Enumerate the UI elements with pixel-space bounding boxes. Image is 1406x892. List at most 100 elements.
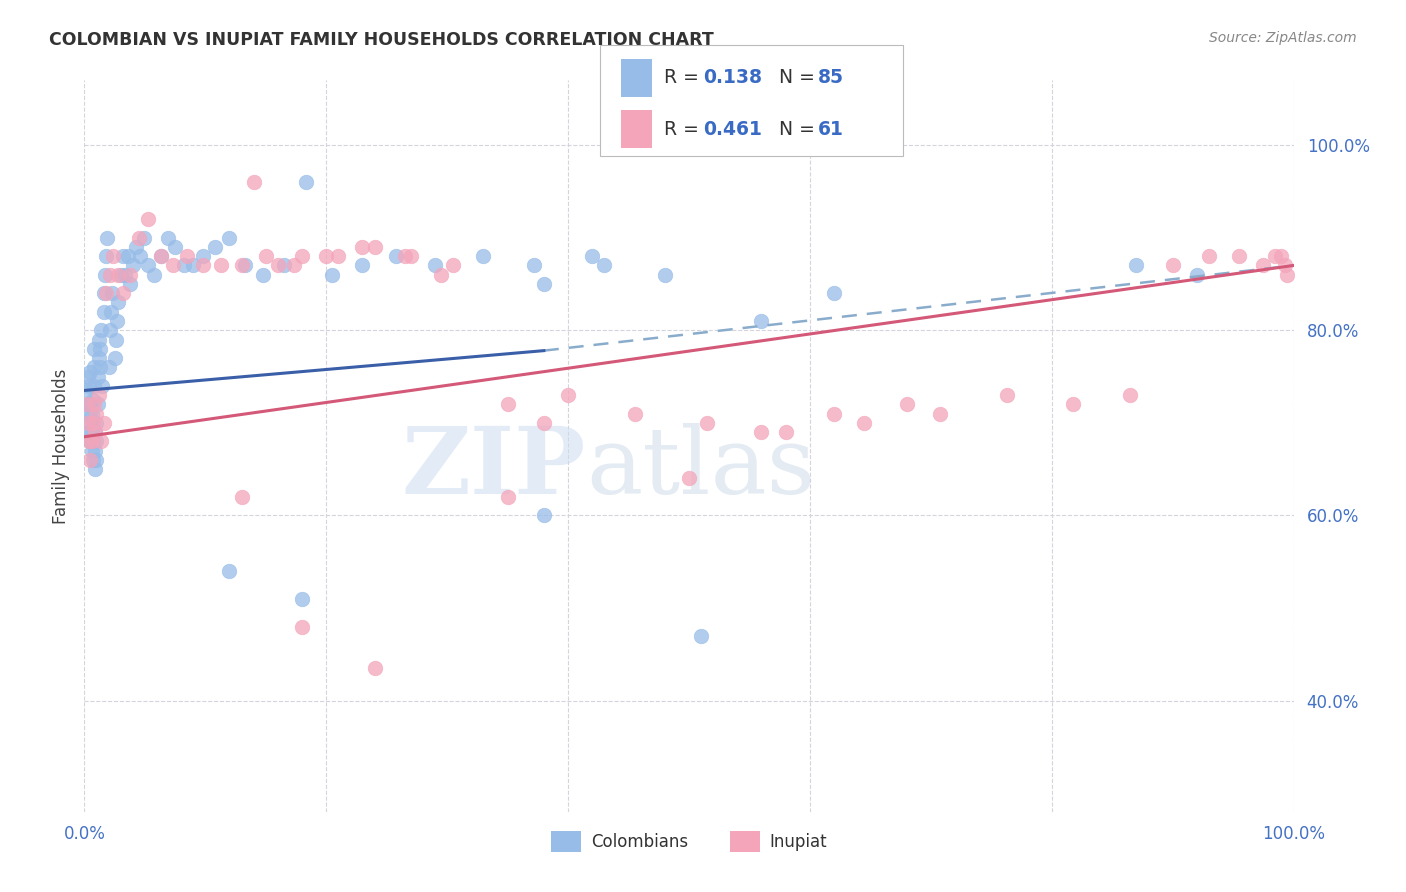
Text: R =: R = bbox=[664, 120, 704, 138]
Point bbox=[394, 249, 416, 263]
Point bbox=[690, 629, 713, 643]
Point bbox=[352, 240, 374, 254]
Point bbox=[1062, 397, 1084, 411]
Point bbox=[1198, 249, 1220, 263]
Point bbox=[352, 259, 374, 273]
Point bbox=[593, 259, 616, 273]
Text: N =: N = bbox=[779, 69, 821, 87]
Point bbox=[441, 259, 464, 273]
Point bbox=[101, 286, 124, 301]
Point bbox=[191, 249, 214, 263]
Point bbox=[138, 259, 160, 273]
Point bbox=[107, 295, 129, 310]
Point bbox=[143, 268, 166, 282]
Point bbox=[523, 259, 546, 273]
Y-axis label: Family Households: Family Households bbox=[52, 368, 70, 524]
Point bbox=[77, 434, 100, 449]
Point bbox=[162, 259, 184, 273]
Point bbox=[89, 360, 111, 375]
Point bbox=[363, 661, 385, 675]
Point bbox=[80, 443, 103, 458]
Point bbox=[84, 425, 107, 439]
Point bbox=[557, 388, 579, 402]
Point bbox=[112, 249, 135, 263]
Point bbox=[94, 268, 117, 282]
Point bbox=[79, 365, 101, 379]
Point bbox=[191, 259, 214, 273]
Point bbox=[173, 259, 195, 273]
Point bbox=[823, 286, 845, 301]
Point bbox=[165, 240, 187, 254]
Point bbox=[315, 249, 337, 263]
Point bbox=[496, 397, 519, 411]
Point bbox=[98, 268, 121, 282]
Point bbox=[83, 342, 105, 356]
Point bbox=[291, 591, 314, 606]
Point bbox=[80, 425, 103, 439]
Point bbox=[86, 407, 108, 421]
Point bbox=[430, 268, 453, 282]
Point bbox=[90, 323, 112, 337]
Point bbox=[1264, 249, 1286, 263]
Point bbox=[129, 249, 152, 263]
Point bbox=[138, 212, 160, 227]
Point bbox=[156, 230, 179, 244]
Point bbox=[1277, 268, 1299, 282]
Point bbox=[77, 416, 100, 430]
Point bbox=[121, 259, 143, 273]
Point bbox=[823, 407, 845, 421]
Point bbox=[283, 259, 305, 273]
Point bbox=[267, 259, 290, 273]
Legend: Colombians, Inupiat: Colombians, Inupiat bbox=[544, 824, 834, 858]
Point bbox=[82, 416, 104, 430]
Point bbox=[86, 434, 108, 449]
Point bbox=[80, 434, 103, 449]
Point bbox=[82, 434, 104, 449]
Point bbox=[423, 259, 446, 273]
Point bbox=[218, 564, 240, 578]
Point bbox=[110, 268, 132, 282]
Point bbox=[995, 388, 1018, 402]
Text: 0.461: 0.461 bbox=[703, 120, 762, 138]
Point bbox=[252, 268, 274, 282]
Point bbox=[294, 175, 316, 189]
Point bbox=[90, 434, 112, 449]
Point bbox=[79, 416, 101, 430]
Point bbox=[775, 425, 797, 439]
Point bbox=[176, 249, 198, 263]
Point bbox=[254, 249, 277, 263]
Point bbox=[105, 314, 128, 328]
Point bbox=[91, 379, 114, 393]
Point bbox=[472, 249, 495, 263]
Point bbox=[291, 619, 314, 633]
Point bbox=[181, 259, 204, 273]
Point bbox=[231, 490, 253, 504]
Point bbox=[84, 462, 107, 476]
Point bbox=[93, 286, 115, 301]
Point bbox=[83, 379, 105, 393]
Point bbox=[1185, 268, 1208, 282]
Point bbox=[104, 333, 127, 347]
Point bbox=[751, 425, 773, 439]
Point bbox=[94, 286, 117, 301]
Point bbox=[533, 277, 555, 291]
Text: 85: 85 bbox=[818, 69, 844, 87]
Point bbox=[125, 240, 148, 254]
Text: N =: N = bbox=[779, 120, 821, 138]
Point bbox=[83, 360, 105, 375]
Point bbox=[82, 453, 104, 467]
Point bbox=[86, 416, 108, 430]
Point bbox=[1161, 259, 1184, 273]
Point bbox=[87, 333, 110, 347]
Point bbox=[77, 397, 100, 411]
Point bbox=[77, 369, 100, 384]
Point bbox=[86, 397, 108, 411]
Point bbox=[77, 425, 100, 439]
Point bbox=[76, 384, 98, 398]
Point bbox=[97, 360, 120, 375]
Point bbox=[87, 388, 110, 402]
Point bbox=[86, 453, 108, 467]
Point bbox=[79, 434, 101, 449]
Point bbox=[1119, 388, 1142, 402]
Point bbox=[96, 230, 118, 244]
